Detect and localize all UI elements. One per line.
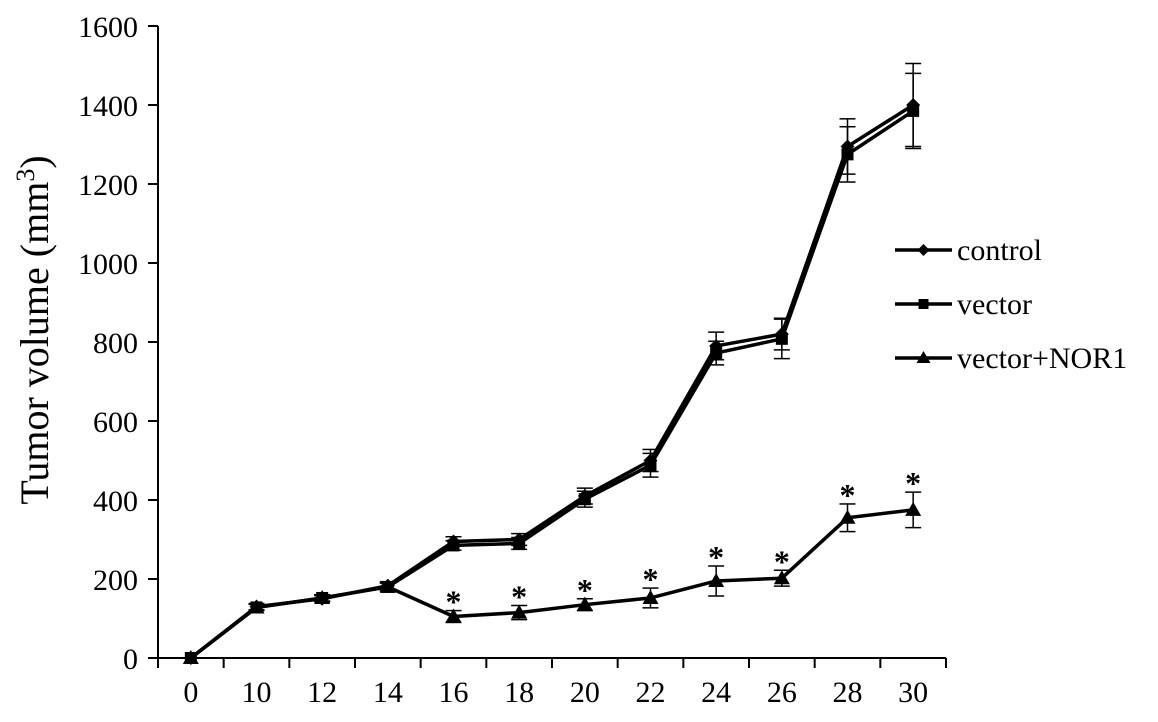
x-tick-label: 30 <box>898 676 928 709</box>
data-point-diamond <box>917 244 930 256</box>
data-point-triangle <box>773 570 790 585</box>
legend-item: vector+NOR1 <box>895 342 1127 375</box>
significance-marker: * <box>577 572 593 608</box>
x-tick-label: 16 <box>439 676 469 709</box>
series-line <box>189 508 914 660</box>
series-square <box>184 72 922 664</box>
data-point-square <box>775 332 788 345</box>
data-point-square <box>513 537 526 550</box>
legend: control vector vector+NOR1 <box>895 234 1127 375</box>
y-axis-ticks: 0 200 400 600 800 1000 1200 1400 1600 <box>78 11 158 676</box>
data-point-triangle <box>445 608 462 623</box>
significance-marker: * <box>905 465 921 501</box>
significance-marker: * <box>643 561 659 597</box>
series-line <box>189 109 915 660</box>
data-point-square <box>918 299 929 309</box>
data-point-square <box>447 539 460 552</box>
y-axis-label-superscript: 3 <box>11 169 40 182</box>
significance-marker: * <box>840 477 856 513</box>
data-point-triangle <box>379 578 396 593</box>
y-tick-label: 1400 <box>78 90 138 123</box>
legend-item: vector <box>895 288 1032 321</box>
y-axis-label: Tumor volume (mm3) <box>11 155 57 504</box>
legend-item: control <box>895 234 1042 267</box>
y-tick-label: 200 <box>93 564 138 597</box>
significance-marker: * <box>446 584 462 620</box>
x-tick-label: 26 <box>767 676 797 709</box>
series-triangle: * * * * * * * * <box>182 465 922 664</box>
x-tick-label: 28 <box>833 676 863 709</box>
x-tick-label: 0 <box>183 676 198 709</box>
data-point-square <box>644 459 657 472</box>
y-tick-label: 1200 <box>78 169 138 202</box>
series-line <box>189 103 915 660</box>
y-tick-label: 0 <box>123 643 138 676</box>
data-point-triangle <box>248 599 265 614</box>
data-point-triangle <box>576 596 593 611</box>
x-tick-label: 22 <box>636 676 666 709</box>
y-tick-label: 400 <box>93 485 138 518</box>
data-point-triangle <box>642 589 659 604</box>
x-tick-label: 12 <box>307 676 337 709</box>
series-layer: * * * * * * * * <box>182 62 922 665</box>
series-diamond <box>183 62 922 665</box>
data-point-triangle <box>511 604 528 619</box>
data-point-triangle <box>916 351 931 363</box>
legend-label: vector <box>957 288 1032 321</box>
legend-label: vector+NOR1 <box>957 342 1127 375</box>
y-tick-label: 1000 <box>78 248 138 281</box>
y-tick-label: 800 <box>93 327 138 360</box>
y-tick-label: 600 <box>93 406 138 439</box>
data-point-triangle <box>708 572 725 587</box>
data-point-triangle <box>839 509 856 524</box>
significance-marker: * <box>708 539 724 575</box>
y-tick-label: 1600 <box>78 11 138 44</box>
legend-label: control <box>957 234 1042 267</box>
data-point-triangle <box>182 650 199 664</box>
data-point-square <box>907 104 920 117</box>
x-tick-label: 24 <box>701 676 731 709</box>
x-tick-label: 18 <box>504 676 534 709</box>
x-tick-label: 14 <box>373 676 403 709</box>
x-tick-label: 10 <box>242 676 272 709</box>
significance-marker: * <box>511 578 527 614</box>
significance-marker: * <box>774 543 790 579</box>
data-point-square <box>710 347 723 360</box>
data-point-triangle <box>905 501 922 516</box>
x-tick-label: 20 <box>570 676 600 709</box>
data-point-square <box>578 493 591 506</box>
data-point-triangle <box>314 589 331 604</box>
chart-axes <box>157 26 946 659</box>
data-point-square <box>841 148 854 161</box>
x-axis-ticks: 0 10 12 14 16 18 20 22 24 26 28 30 <box>157 658 947 709</box>
